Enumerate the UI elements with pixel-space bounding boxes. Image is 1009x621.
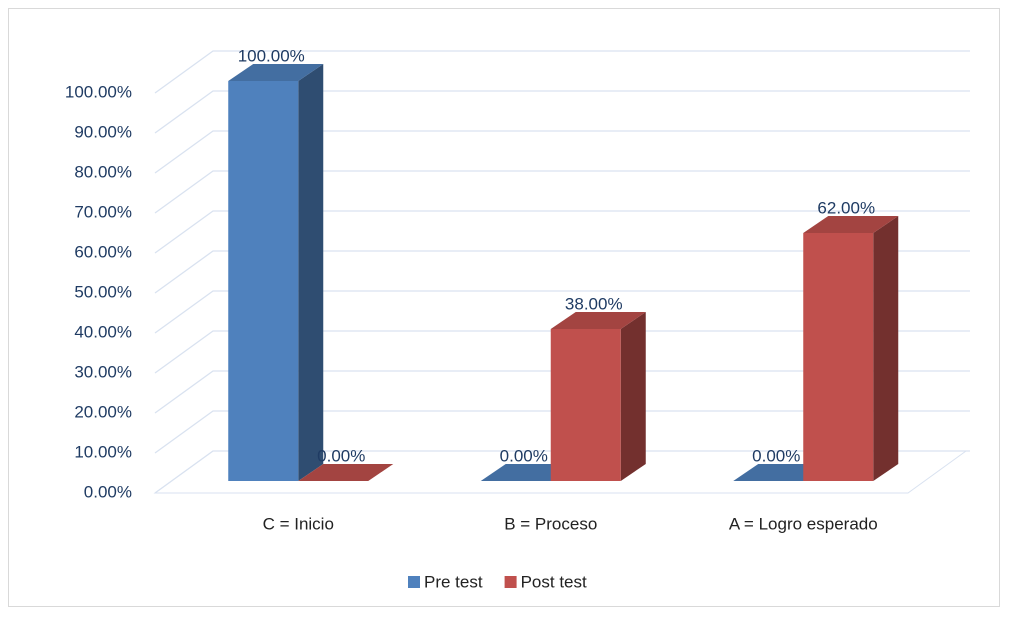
x-tick-label: A = Logro esperado [729, 514, 878, 533]
bar-top [550, 312, 646, 329]
bar-side [298, 64, 324, 481]
grid-line [154, 290, 970, 334]
x-tick-label: B = Proceso [504, 514, 597, 533]
bar-top [228, 64, 324, 81]
legend-swatch [504, 576, 517, 588]
grid-line [154, 330, 970, 374]
grid-line [154, 370, 970, 414]
data-label: 0.00% [752, 446, 800, 465]
grid-line [154, 50, 970, 94]
y-tick-label: 30.00% [74, 362, 132, 381]
bar-side [873, 216, 899, 481]
y-tick-label: 50.00% [74, 282, 132, 301]
grid-line [154, 250, 970, 294]
grid-line [154, 450, 970, 494]
grid-line [154, 90, 970, 134]
data-label: 0.00% [500, 446, 548, 465]
y-tick-label: 0.00% [84, 482, 132, 501]
grid-line [154, 210, 970, 254]
grid-line [154, 410, 970, 454]
bar-side [620, 312, 646, 481]
bar [550, 329, 621, 481]
data-label: 0.00% [317, 446, 365, 465]
grid-line [154, 170, 970, 214]
y-tick-label: 100.00% [65, 82, 132, 101]
legend-label: Pre test [424, 572, 483, 591]
data-label: 62.00% [817, 198, 875, 217]
y-tick-label: 10.00% [74, 442, 132, 461]
y-tick-label: 60.00% [74, 242, 132, 261]
y-tick-label: 20.00% [74, 402, 132, 421]
legend-swatch [408, 576, 420, 588]
bar [228, 81, 299, 481]
y-tick-label: 80.00% [74, 162, 132, 181]
legend-label: Post test [521, 572, 587, 591]
x-tick-label: C = Inicio [263, 514, 334, 533]
bar [803, 233, 874, 481]
data-label: 38.00% [565, 294, 623, 313]
bar-top [298, 464, 394, 481]
y-tick-label: 70.00% [74, 202, 132, 221]
y-tick-label: 90.00% [74, 122, 132, 141]
grid-line [154, 130, 970, 174]
bar-top [803, 216, 899, 233]
y-tick-label: 40.00% [74, 322, 132, 341]
data-label: 100.00% [238, 46, 305, 65]
